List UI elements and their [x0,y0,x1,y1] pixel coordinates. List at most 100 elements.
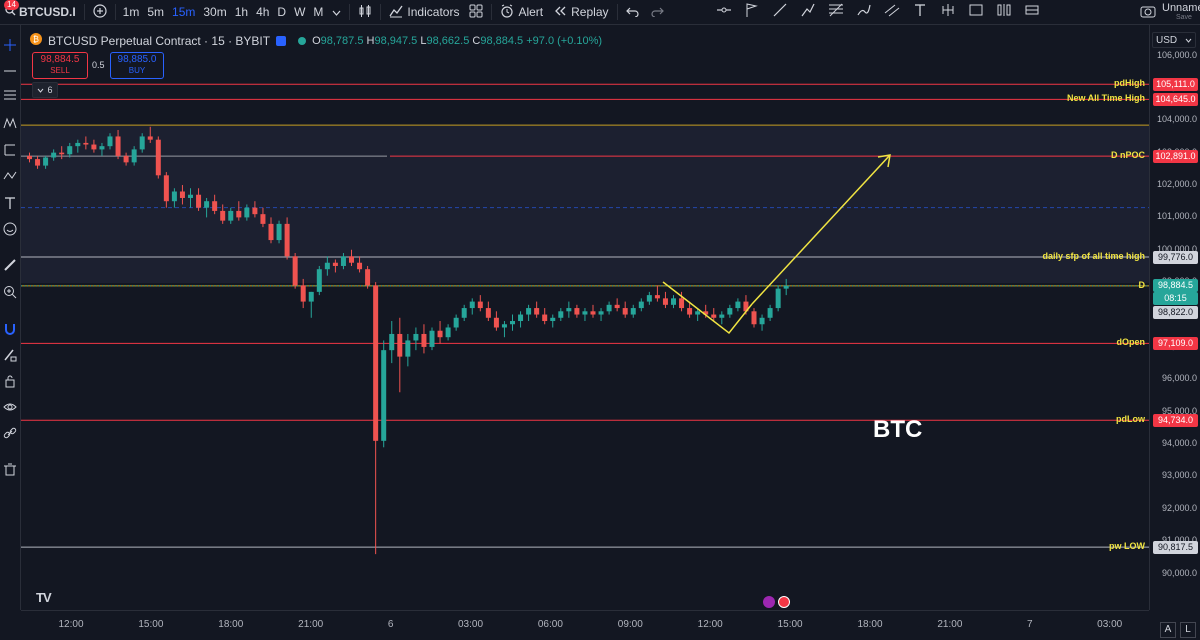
replay-button[interactable]: Replay [548,0,613,24]
smiley-icon [3,222,17,241]
events-icons[interactable] [763,596,790,608]
zoom-tool[interactable] [0,284,20,304]
indicators-button[interactable]: Indicators [384,0,464,24]
interval-dropdown[interactable] [327,0,346,24]
brush-icon [856,2,872,23]
parallel-channel-tool[interactable] [880,1,904,23]
candle-body [171,191,177,202]
brush-tool[interactable] [852,1,876,23]
candle-body [67,146,73,155]
candle-body [292,256,298,286]
level-label[interactable]: daily sfp of all time high [1042,251,1145,262]
camera-icon [1140,4,1156,21]
notification-badge[interactable]: 14 [4,0,19,10]
candle-body [244,207,250,218]
projection-arrow-line[interactable] [751,154,891,305]
time-tick: 15:00 [777,619,803,630]
remove-drawings-tool[interactable] [0,461,20,481]
fib-retracement-tool[interactable] [824,1,848,23]
undo-button[interactable] [621,0,645,24]
interval-5m[interactable]: 5m [147,5,165,19]
pencil-lock-icon [3,348,17,367]
time-tick: 03:00 [1097,619,1123,630]
redo-button[interactable] [645,0,669,24]
candle-body [485,308,491,318]
candle-body [606,304,612,312]
interval-30m[interactable]: 30m [203,5,227,19]
magnet-tool[interactable] [0,321,20,341]
measure-tool-left[interactable] [0,257,20,277]
level-label[interactable]: New All Time High [1066,93,1145,104]
v-pattern-drawing[interactable] [662,281,753,335]
time-axis[interactable]: 12:00 15:00 18:00 21:00 6 03:00 06:00 09:00 12:0… [21,610,1149,640]
alert-label: Alert [518,5,544,19]
horizontal-lines-tool[interactable] [0,87,20,107]
level-label[interactable]: pw LOW [1109,541,1145,552]
interval-15m[interactable]: 15m [172,5,196,19]
chart-type-button[interactable] [353,0,377,24]
level-label[interactable]: D nPOC [1110,150,1145,161]
lines-icon [3,88,17,107]
projection-tool[interactable] [0,142,20,162]
pitchfork-tool[interactable] [936,1,960,23]
interval-w[interactable]: W [294,5,306,19]
level-label[interactable]: D [1138,279,1146,290]
spread-value: 0.5 [92,60,105,70]
pattern-tool[interactable] [0,115,20,135]
zigzag-icon [3,169,17,188]
horizontal-line-tool[interactable] [712,1,736,23]
level-label[interactable]: pdHigh [1114,78,1145,89]
candle-body [767,308,773,318]
text-tool-left[interactable] [0,195,20,215]
path-tool[interactable] [796,1,820,23]
auto-scale-button[interactable]: A [1160,622,1176,638]
rectangle-tool[interactable] [964,1,988,23]
measure-tool[interactable] [1020,1,1044,23]
lock-drawings-tool[interactable] [0,373,20,393]
candle-body [679,298,685,309]
currency-select[interactable]: USD [1152,32,1196,48]
candle-body [188,194,193,198]
interval-1m[interactable]: 1m [122,5,140,19]
keep-drawing-tool[interactable] [0,347,20,367]
compare-button[interactable] [88,0,112,24]
interval-1h[interactable]: 1h [234,5,249,19]
interval-m[interactable]: M [313,5,324,19]
trend-line-tool[interactable] [768,1,792,23]
templates-button[interactable] [464,0,488,24]
prediction-tool[interactable] [0,168,20,188]
bars-pattern-tool[interactable] [992,1,1016,23]
time-tick: 21:00 [298,619,324,630]
chart-pane[interactable] [21,25,1149,610]
candlestick-chart[interactable] [21,25,1149,610]
interval-4h[interactable]: 4h [256,5,270,19]
candle-body [155,139,161,176]
log-scale-button[interactable]: L [1180,622,1196,638]
candle-body [268,223,274,241]
sell-button[interactable]: 98,884.5 SELL [32,52,88,79]
level-label[interactable]: pdLow [1116,414,1145,425]
candle-body [558,311,564,318]
level-label[interactable]: dOpen [1116,337,1146,348]
hide-drawings-tool[interactable] [0,399,20,419]
link-tool[interactable] [0,425,20,445]
interval-d[interactable]: D [277,5,287,19]
candle-body [123,155,129,163]
btc-annotation-text[interactable]: BTC [873,416,923,443]
candle-body [27,155,32,160]
candle-body [397,333,403,357]
candle-body [654,295,660,299]
buy-button[interactable]: 98,885.0 BUY [110,52,164,79]
candle-body [743,301,749,312]
alert-button[interactable]: Alert [495,0,548,24]
text-tool[interactable] [908,1,932,23]
indicators-toggle[interactable]: 6 [32,82,58,98]
price-tick: 96,000.0 [1161,373,1197,384]
flag-tool[interactable] [740,1,764,23]
symbol-title[interactable]: BTCUSD Perpetual Contract · 15 · BYBIT [48,33,271,48]
crosshair-tool[interactable] [0,37,20,57]
level-price-tag: 94,734.0 [1153,413,1198,427]
emoji-tool[interactable] [0,221,20,241]
trend-line-tool-left[interactable] [0,63,20,83]
svg-text:₿: ₿ [33,35,39,44]
